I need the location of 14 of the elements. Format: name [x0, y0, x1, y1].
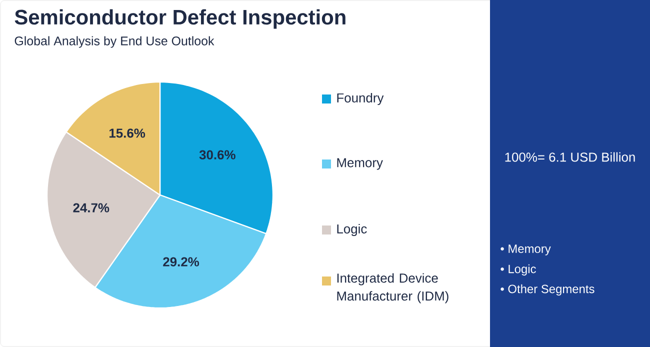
chart-title: Semiconductor Defect Inspection: [14, 9, 346, 29]
legend-label: Logic: [337, 224, 367, 236]
data-label: 29.2%: [163, 257, 200, 266]
data-label: 24.7%: [73, 203, 110, 212]
text: 100%= 6.1 USD Billion: [505, 152, 635, 162]
legend-label: Integrated Device Manufacturer (IDM): [337, 273, 448, 304]
legend-label: Foundry: [337, 92, 384, 106]
data-label: 30.6%: [199, 150, 236, 160]
data-label: 15.6%: [110, 128, 146, 138]
legend-label: Memory: [337, 158, 383, 170]
text: • Other Segments: [500, 284, 594, 296]
text: • Memory: [500, 244, 551, 256]
chart-subtitle: Global Analysis by End Use Outlook: [14, 36, 214, 48]
text: • Logic: [500, 264, 536, 276]
